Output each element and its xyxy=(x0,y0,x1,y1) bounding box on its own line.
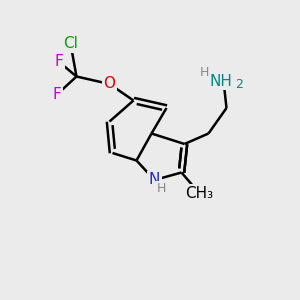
Text: H: H xyxy=(200,65,210,79)
Text: 2: 2 xyxy=(235,77,243,91)
Text: Cl: Cl xyxy=(63,36,78,51)
Text: F: F xyxy=(54,54,63,69)
Text: NH: NH xyxy=(209,74,232,88)
Text: F: F xyxy=(52,87,62,102)
Text: CH₃: CH₃ xyxy=(185,186,214,201)
Text: N: N xyxy=(149,172,160,188)
Text: H: H xyxy=(156,182,166,196)
Text: O: O xyxy=(103,76,116,92)
